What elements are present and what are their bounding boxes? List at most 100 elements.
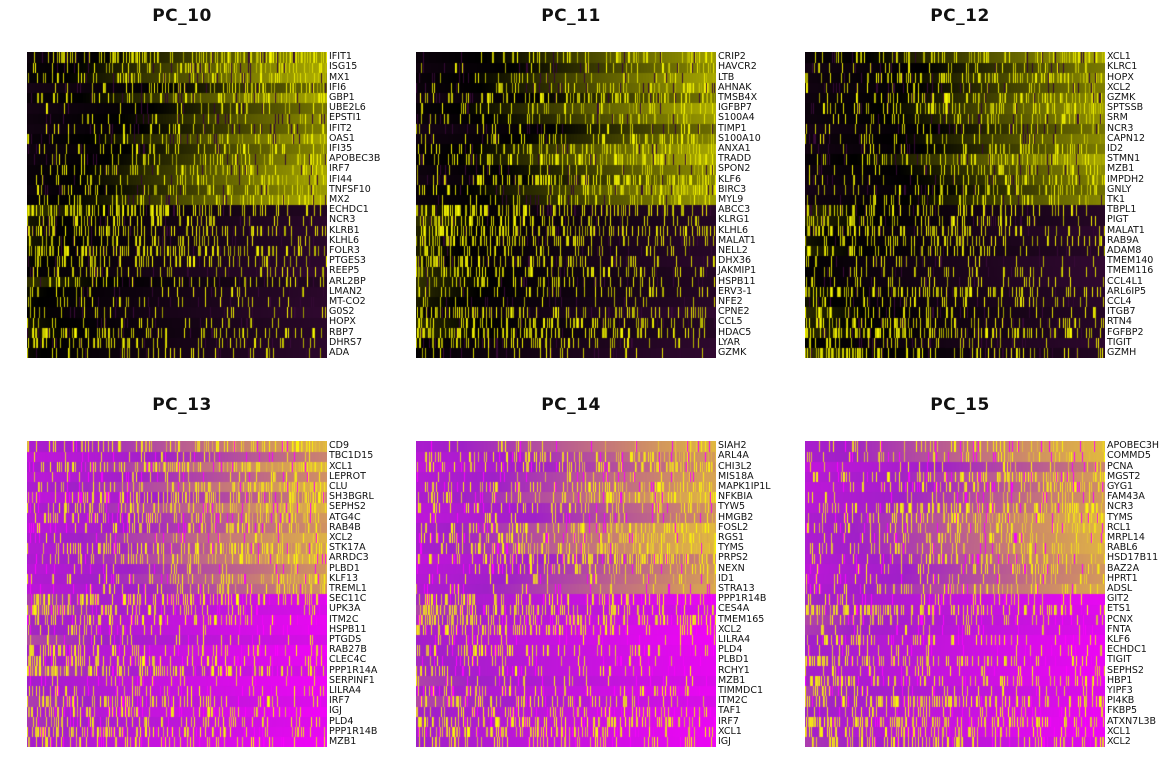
gene-label: LEPROT — [329, 470, 366, 482]
gene-label: ITM2C — [718, 695, 748, 707]
gene-label: EPSTI1 — [329, 112, 362, 124]
gene-label: NELL2 — [718, 244, 748, 256]
gene-label: ARL4A — [718, 450, 749, 462]
gene-label: HOPX — [1107, 71, 1134, 83]
gene-label: RGS1 — [718, 531, 745, 543]
gene-label: KLHL6 — [329, 234, 360, 246]
gene-label: HMGB2 — [718, 511, 754, 523]
gene-label: ITM2C — [329, 613, 359, 625]
gene-label: RCL1 — [1107, 521, 1132, 533]
gene-label: HOPX — [329, 316, 356, 328]
gene-label: NCR3 — [1107, 501, 1134, 513]
gene-label: IFI6 — [329, 81, 347, 93]
heatmap-cells — [27, 52, 327, 358]
gene-label: KLF6 — [718, 173, 742, 185]
gene-label: RAB9A — [1107, 234, 1139, 246]
gene-label: TIMMDC1 — [718, 684, 763, 696]
heatmap-grid — [805, 52, 1105, 358]
gene-label: CLU — [329, 480, 348, 492]
gene-label: PPP1R14A — [329, 664, 378, 676]
gene-label-list: SIAH2 ARL4A CHI3L2 MIS18A MAPK1IP1L NFKBIA TYW… — [718, 441, 808, 747]
gene-label: TMEM165 — [718, 613, 765, 625]
gene-label: BIRC3 — [718, 183, 747, 195]
gene-label: RBP7 — [329, 326, 354, 338]
gene-label: SIAH2 — [718, 440, 747, 452]
gene-label: KLRC1 — [1107, 61, 1138, 73]
gene-label: MT-CO2 — [329, 295, 366, 307]
gene-label: MZB1 — [718, 674, 746, 686]
heatmap-grid — [416, 441, 716, 747]
gene-label: PIGT — [1107, 214, 1129, 226]
gene-label: PPP1R14B — [329, 725, 378, 737]
gene-label: YIPF3 — [1107, 684, 1133, 696]
gene-label: STK17A — [329, 542, 366, 554]
gene-label: IMPDH2 — [1107, 173, 1145, 185]
gene-label: PLBD1 — [329, 562, 360, 574]
gene-label: PI4KB — [1107, 695, 1135, 707]
gene-label: RAB27B — [329, 644, 367, 656]
gene-label: KLRB1 — [329, 224, 360, 236]
gene-label: KLRG1 — [718, 214, 750, 226]
gene-label: TNFSF10 — [329, 183, 371, 195]
heatmap-panel: PC_12 XCL1 KLRC1 HOPX XCL2 GZMK SPTSSB SRM NCR3 C… — [805, 0, 1173, 375]
gene-label: HSPB11 — [718, 275, 756, 287]
heatmap-panel: PC_10 IFIT1 ISG15 MX1 IFI6 GBP1 UBE2L6 EPSTI1 IF… — [27, 0, 417, 375]
gene-label: LMAN2 — [329, 285, 363, 297]
gene-label: MX2 — [329, 193, 350, 205]
gene-label: MX1 — [329, 71, 350, 83]
gene-label: MZB1 — [329, 735, 357, 747]
gene-label: SH3BGRL — [329, 491, 374, 503]
gene-label: XCL2 — [329, 531, 353, 543]
gene-label: IRF7 — [718, 715, 739, 727]
gene-label: KLHL6 — [718, 224, 749, 236]
gene-label: ARL2BP — [329, 275, 366, 287]
heatmap-panel: PC_14 SIAH2 ARL4A CHI3L2 MIS18A MAPK1IP1L NFKB… — [416, 389, 806, 764]
gene-label: XCL2 — [718, 623, 742, 635]
gene-label: COMMD5 — [1107, 450, 1151, 462]
gene-label: TYMS — [1107, 511, 1133, 523]
gene-label: PCNX — [1107, 613, 1133, 625]
gene-label: CRIP2 — [718, 51, 746, 63]
gene-label: SPTSSB — [1107, 102, 1144, 114]
gene-label: MALAT1 — [1107, 224, 1145, 236]
gene-label: CD9 — [329, 440, 349, 452]
gene-label: IGJ — [718, 735, 731, 747]
heatmap-cells — [805, 52, 1105, 358]
gene-label: PTGES3 — [329, 255, 366, 267]
gene-label: KLF13 — [329, 572, 359, 584]
gene-label: ABCC3 — [718, 204, 751, 216]
gene-label: AHNAK — [718, 81, 752, 93]
gene-label: MRPL14 — [1107, 531, 1145, 543]
gene-label: OAS1 — [329, 132, 355, 144]
gene-label: ID1 — [718, 572, 735, 584]
gene-label: IFI44 — [329, 173, 353, 185]
gene-label: MALAT1 — [718, 234, 756, 246]
gene-label: IGFBP7 — [718, 102, 752, 114]
gene-label: ADAM8 — [1107, 244, 1142, 256]
gene-label: PLD4 — [329, 715, 354, 727]
gene-label: TIMP1 — [718, 122, 747, 134]
panel-title: PC_14 — [541, 395, 601, 415]
gene-label: NCR3 — [329, 214, 356, 226]
gene-label: ARRDC3 — [329, 552, 369, 564]
gene-label: ECHDC1 — [1107, 644, 1147, 656]
gene-label: ATXN7L3B — [1107, 715, 1157, 727]
gene-label: RABL6 — [1107, 542, 1138, 554]
gene-label: CCL4 — [1107, 295, 1132, 307]
heatmap-cells — [416, 52, 716, 358]
heatmap-cells — [805, 441, 1105, 747]
gene-label: XCL2 — [1107, 735, 1131, 747]
gene-label: ARL6IP5 — [1107, 285, 1147, 297]
gene-label: TMSB4X — [718, 91, 758, 103]
gene-label: STRA13 — [718, 582, 755, 594]
gene-label: LYAR — [718, 336, 741, 348]
gene-label: LILRA4 — [718, 633, 751, 645]
gene-label: SERPINF1 — [329, 674, 375, 686]
gene-label: HPRT1 — [1107, 572, 1138, 584]
gene-label: XCL1 — [1107, 51, 1131, 63]
gene-label: TIGIT — [1107, 654, 1132, 666]
gene-label-list: CRIP2 HAVCR2 LTB AHNAK TMSB4X IGFBP7 S100A4 TIM… — [718, 52, 808, 358]
gene-label: UBE2L6 — [329, 102, 366, 114]
gene-label: RAB4B — [329, 521, 361, 533]
gene-label: FOLR3 — [329, 244, 360, 256]
